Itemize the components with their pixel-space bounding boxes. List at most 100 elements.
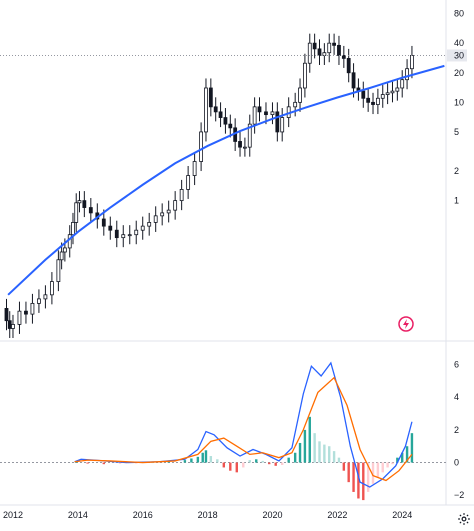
- time-tick-label: 2024: [392, 510, 412, 520]
- histogram-bar: [222, 462, 226, 468]
- histogram-bar: [318, 441, 321, 463]
- time-axis[interactable]: 2012 2014 2016 2018 2020 2022 2024: [0, 504, 474, 520]
- histogram-bar: [268, 462, 271, 465]
- logo-ring: [398, 316, 414, 332]
- macd-pane[interactable]: [0, 361, 446, 501]
- histogram-bar: [362, 462, 365, 501]
- histogram-bar: [118, 462, 122, 464]
- candle-body: [327, 42, 332, 54]
- histogram-bar: [376, 462, 380, 478]
- histogram-bar: [347, 462, 350, 483]
- histogram-bar: [235, 462, 238, 473]
- candle-body: [160, 212, 165, 217]
- candle-body: [385, 92, 390, 95]
- lightning-logo-icon[interactable]: [398, 316, 414, 332]
- time-tick-label: 2022: [327, 510, 347, 520]
- candle-body: [390, 90, 395, 94]
- histogram-bar: [183, 460, 187, 463]
- candle-body: [341, 55, 346, 59]
- price-tick-label: 10: [454, 97, 464, 107]
- macd-axis[interactable]: −2 0 2 4 6: [454, 360, 464, 501]
- candle-body: [400, 79, 405, 89]
- histogram-bar: [167, 461, 170, 463]
- histogram-bar: [274, 462, 277, 466]
- candle-body: [303, 62, 307, 89]
- last-price-badge: [447, 49, 467, 62]
- candle-body: [242, 146, 247, 149]
- price-pane[interactable]: [0, 0, 474, 505]
- price-tick-label: 40: [454, 38, 464, 48]
- candle-body: [264, 111, 268, 116]
- candle-body: [257, 106, 262, 113]
- price-tick-label: 1: [454, 196, 459, 206]
- gear-icon[interactable]: [457, 512, 471, 526]
- candle-body: [238, 141, 242, 148]
- histogram-bar: [332, 451, 336, 463]
- histogram-bar: [357, 462, 360, 499]
- candle-body: [71, 222, 75, 236]
- candle-body: [252, 106, 257, 125]
- time-tick-label: 2012: [3, 510, 23, 520]
- macd-tick-label: 2: [454, 425, 459, 435]
- histogram-bar: [405, 446, 409, 463]
- candle-body: [199, 131, 204, 162]
- candle-body: [361, 90, 366, 99]
- histogram-bar: [410, 433, 414, 463]
- histogram-bar: [298, 442, 302, 463]
- candle-body: [108, 225, 113, 231]
- candle-body: [228, 123, 233, 129]
- histogram-bar: [190, 458, 193, 463]
- candle-body: [24, 310, 28, 315]
- candle-body: [204, 87, 208, 133]
- candle-body: [37, 298, 41, 304]
- candle-body: [270, 111, 275, 116]
- time-tick-label: 2014: [68, 510, 88, 520]
- candle-body: [186, 175, 191, 190]
- time-tick-label: 2016: [133, 510, 153, 520]
- candle-body: [11, 324, 15, 329]
- histogram-bar: [261, 460, 264, 463]
- candle-body: [337, 44, 341, 56]
- candle-body: [147, 222, 152, 227]
- candle-body: [375, 97, 380, 105]
- candle-body: [208, 87, 213, 108]
- candle-body: [4, 308, 9, 322]
- trend-line: [7, 64, 445, 296]
- price-tick-label: 20: [454, 68, 464, 78]
- candle-body: [280, 117, 285, 133]
- histogram-bar: [287, 457, 290, 463]
- last-price-label: 30: [454, 50, 464, 60]
- candle-body: [173, 200, 178, 211]
- histogram-bar: [201, 452, 204, 463]
- candle-body: [166, 209, 171, 214]
- candle-body: [351, 72, 356, 89]
- candle-body: [101, 218, 106, 227]
- candle-body: [213, 106, 218, 113]
- histogram-bar: [280, 462, 284, 465]
- candle-body: [366, 97, 371, 103]
- candle-body: [127, 234, 132, 237]
- candle-body: [346, 57, 351, 74]
- candle-body: [134, 229, 139, 236]
- price-axis[interactable]: 125102030408030: [447, 9, 467, 206]
- candle-body: [380, 94, 385, 99]
- histogram-bar: [75, 461, 78, 463]
- candle-body: [43, 294, 48, 300]
- histogram-bar: [293, 452, 297, 463]
- candle-body: [179, 189, 184, 202]
- candle-body: [153, 215, 158, 223]
- candle-body: [223, 117, 228, 125]
- candle-body: [49, 281, 54, 296]
- histogram-bar: [342, 462, 346, 471]
- macd-tick-label: 4: [454, 392, 459, 402]
- candle-body: [332, 42, 336, 46]
- candle-body: [74, 202, 79, 223]
- candle-body: [293, 101, 298, 108]
- histogram-bar: [303, 429, 307, 463]
- histogram-bar: [328, 446, 331, 463]
- time-tick-label: 2018: [198, 510, 218, 520]
- candle-body: [312, 42, 317, 50]
- macd-tick-label: −2: [454, 490, 464, 500]
- candle-body: [218, 111, 223, 118]
